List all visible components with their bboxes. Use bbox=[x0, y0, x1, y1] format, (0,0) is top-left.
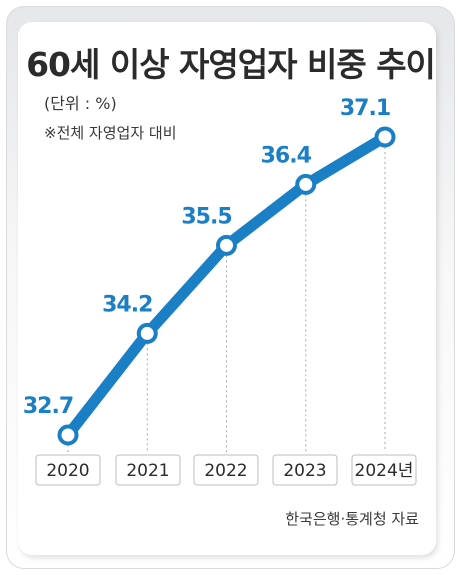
data-point-1 bbox=[136, 322, 158, 344]
tick-box-4 bbox=[351, 454, 417, 486]
tick-0: 2020 bbox=[35, 454, 101, 486]
tick-1: 2021 bbox=[115, 454, 181, 486]
data-label-0: 32.7 bbox=[23, 394, 73, 419]
source-note: 한국은행·통계청 자료 bbox=[285, 510, 419, 528]
tick-box-1 bbox=[115, 454, 181, 486]
tick-label-0: 2020 bbox=[46, 461, 89, 481]
tick-2: 2022 bbox=[193, 454, 259, 486]
unit-label: (단위 : %) bbox=[44, 94, 117, 113]
data-label-2: 35.5 bbox=[181, 204, 231, 229]
data-point-3 bbox=[295, 173, 317, 195]
data-labels: 32.7 34.2 35.5 36.4 37.1 bbox=[23, 96, 391, 419]
x-axis-ticks: 2020 2021 2022 2023 2024년 bbox=[35, 454, 417, 486]
data-point-0 bbox=[57, 424, 79, 446]
tick-label-3: 2023 bbox=[283, 461, 326, 481]
tick-label-2: 2022 bbox=[204, 461, 247, 481]
tick-box-3 bbox=[272, 454, 338, 486]
chart-title: 60세 이상 자영업자 비중 추이 bbox=[26, 45, 436, 84]
data-points bbox=[57, 126, 396, 446]
data-point-4 bbox=[374, 126, 396, 148]
data-point-2 bbox=[216, 234, 237, 256]
tick-label-1: 2021 bbox=[126, 461, 169, 481]
tick-box-2 bbox=[193, 454, 259, 486]
data-label-4: 37.1 bbox=[340, 96, 390, 121]
tick-box-0 bbox=[35, 454, 101, 486]
data-label-3: 36.4 bbox=[261, 143, 312, 168]
data-label-1: 34.2 bbox=[102, 292, 152, 317]
tick-label-4: 2024년 bbox=[355, 461, 414, 481]
footnote: ※전체 자영업자 대비 bbox=[44, 124, 177, 142]
tick-4: 2024년 bbox=[351, 454, 417, 486]
tick-3: 2023 bbox=[272, 454, 338, 486]
